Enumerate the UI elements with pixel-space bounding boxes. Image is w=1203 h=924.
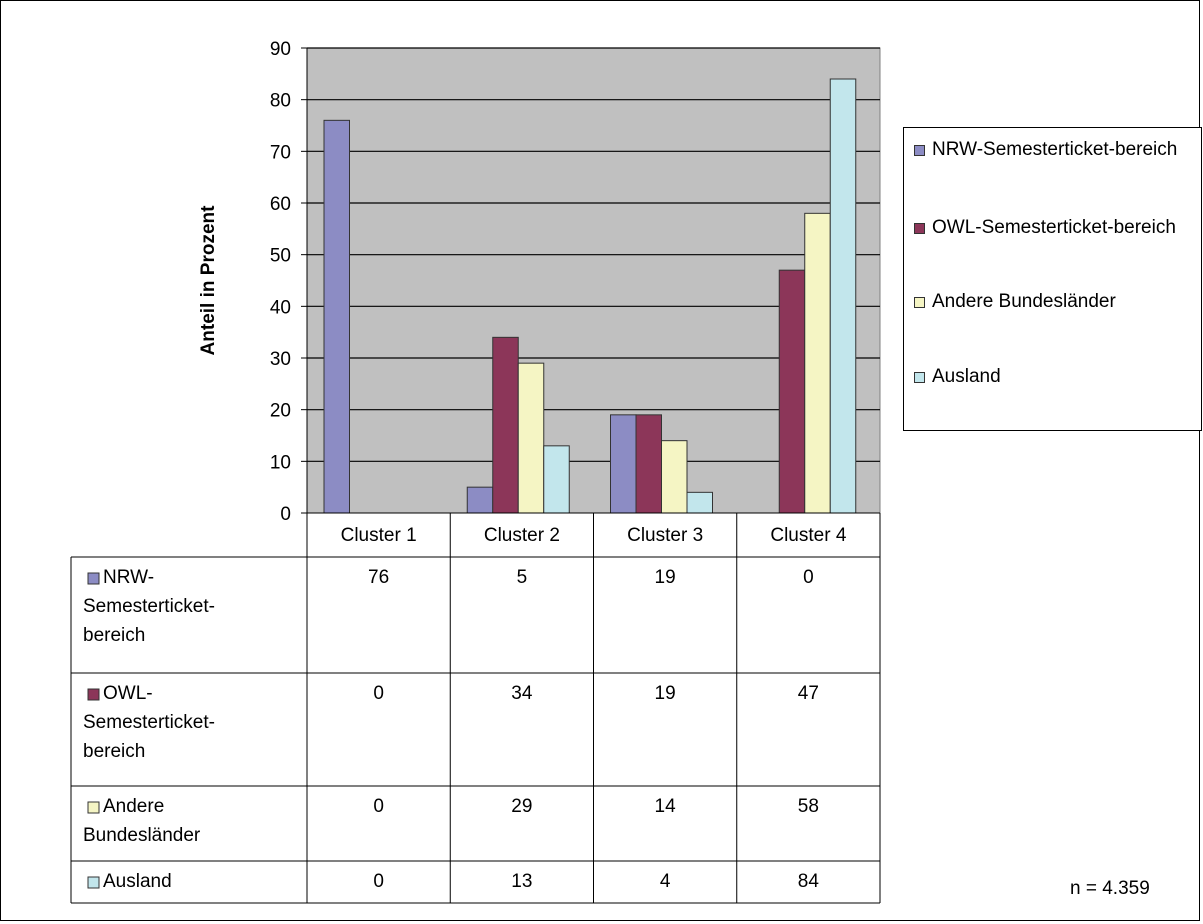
- y-tick-label: 70: [270, 142, 291, 163]
- x-category-label: Cluster 2: [484, 525, 560, 546]
- y-tick-label: 20: [270, 401, 291, 422]
- legend-item-andere: Andere Bundesländer: [914, 289, 1199, 315]
- table-row-label: Ausland: [103, 871, 172, 892]
- table-row-label: OWL-Semesterticket-bereich: [83, 683, 215, 762]
- data-value-label: 19: [655, 567, 676, 588]
- legend-item-ausland: Ausland: [914, 364, 1199, 390]
- x-category-label: Cluster 4: [770, 525, 846, 546]
- y-tick-label: 0: [280, 504, 291, 525]
- bar: [492, 336, 519, 514]
- data-value-label: 84: [798, 871, 820, 892]
- bar: [543, 445, 570, 514]
- bar: [778, 269, 806, 514]
- data-value-label: 47: [798, 683, 819, 704]
- y-tick-label: 60: [270, 194, 291, 215]
- y-tick-label: 40: [270, 297, 291, 318]
- bar: [517, 362, 545, 514]
- sample-size-note: n = 4.359: [1070, 878, 1150, 899]
- table-swatch: [87, 876, 100, 889]
- data-value-label: 0: [373, 796, 384, 817]
- legend-swatch-nrw: [914, 145, 925, 156]
- table-row-label: Andere Bundesländer: [83, 796, 201, 846]
- bar: [686, 491, 713, 514]
- bar: [661, 440, 688, 514]
- data-value-label: 14: [655, 796, 677, 817]
- table-swatch: [87, 801, 100, 814]
- bar: [610, 414, 637, 514]
- bar: [829, 78, 857, 514]
- data-value-label: 4: [660, 871, 671, 892]
- bar: [323, 119, 350, 514]
- y-tick-label: 30: [270, 349, 291, 370]
- y-axis-label: Anteil in Prozent: [198, 205, 219, 356]
- legend-item-owl: OWL-Semesterticket-bereich: [914, 215, 1199, 241]
- x-category-label: Cluster 3: [627, 525, 703, 546]
- y-tick-label: 10: [270, 452, 291, 473]
- legend-label-ausland: Ausland: [932, 366, 1001, 387]
- bar: [804, 212, 831, 514]
- data-value-label: 34: [511, 683, 533, 704]
- legend-label-andere: Andere Bundesländer: [932, 291, 1116, 312]
- table-swatch: [87, 572, 100, 585]
- y-tick-label: 50: [270, 246, 291, 267]
- legend-item-nrw: NRW-Semesterticket-bereich: [914, 137, 1199, 163]
- legend-swatch-andere: [914, 297, 925, 308]
- data-value-label: 76: [368, 567, 389, 588]
- legend-label-nrw: NRW-Semesterticket-bereich: [932, 139, 1178, 160]
- legend-swatch-owl: [914, 223, 925, 234]
- data-value-label: 29: [511, 796, 532, 817]
- y-tick-label: 90: [270, 39, 291, 60]
- table-row-label: NRW-Semesterticket-bereich: [83, 567, 215, 646]
- data-value-label: 0: [373, 683, 384, 704]
- data-value-label: 13: [511, 871, 532, 892]
- bar: [635, 414, 662, 514]
- legend-swatch-ausland: [914, 372, 925, 383]
- table-swatch: [87, 688, 100, 701]
- legend: NRW-Semesterticket-bereich OWL-Semestert…: [903, 127, 1202, 431]
- data-value-label: 58: [798, 796, 819, 817]
- data-value-label: 19: [655, 683, 676, 704]
- x-category-label: Cluster 1: [341, 525, 417, 546]
- legend-label-owl: OWL-Semesterticket-bereich: [932, 217, 1176, 238]
- data-value-label: 0: [373, 871, 384, 892]
- data-value-label: 0: [803, 567, 814, 588]
- data-value-label: 5: [517, 567, 528, 588]
- bar: [466, 486, 494, 514]
- y-tick-label: 80: [270, 91, 291, 112]
